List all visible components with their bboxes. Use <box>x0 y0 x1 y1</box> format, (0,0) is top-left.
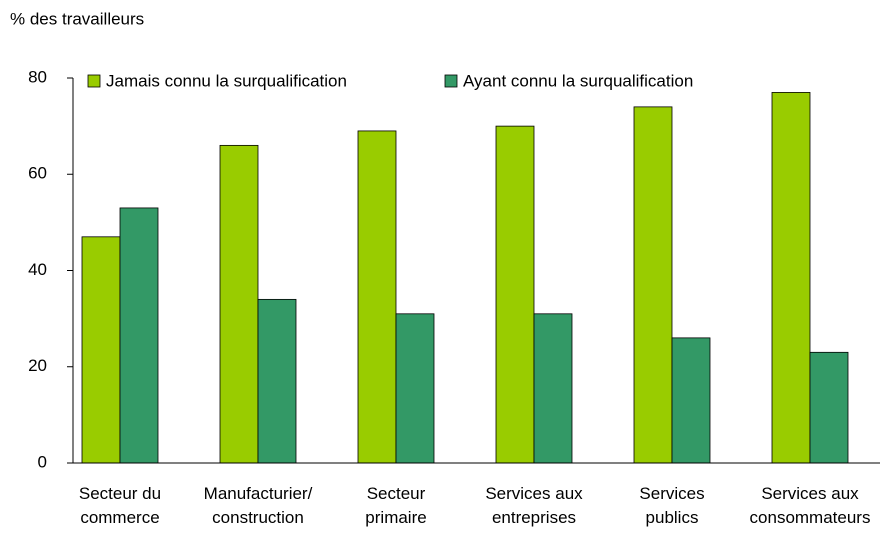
bar <box>219 144 259 464</box>
bar <box>809 351 849 464</box>
bar <box>671 337 711 464</box>
legend-label: Ayant connu la surqualification <box>463 71 693 90</box>
legend-swatch <box>444 74 458 88</box>
bar <box>119 207 159 464</box>
bar <box>633 106 673 464</box>
bar <box>395 313 435 464</box>
y-tick-label: 80 <box>28 67 47 86</box>
bar <box>533 313 573 464</box>
legend-swatch <box>87 74 101 88</box>
y-tick-label: 40 <box>28 260 47 279</box>
x-tick-label: Secteur primaire <box>365 484 427 527</box>
bar <box>495 125 535 464</box>
bar <box>257 298 297 464</box>
y-tick-label: 20 <box>28 356 47 375</box>
x-tick-label: Secteur du commerce <box>78 484 162 527</box>
y-tick-label: 0 <box>38 452 47 471</box>
bar <box>81 236 121 464</box>
bar <box>771 92 811 464</box>
bar <box>357 130 397 464</box>
x-tick-label: Services aux consommateurs <box>749 484 871 527</box>
x-tick-label: Services publics <box>639 484 705 527</box>
x-tick-label: Manufacturier/ construction <box>203 484 313 527</box>
y-tick-label: 60 <box>28 164 47 183</box>
x-tick-label: Services aux entreprises <box>485 484 583 527</box>
legend-label: Jamais connu la surqualification <box>106 71 347 90</box>
y-axis-label: % des travailleurs <box>10 9 144 28</box>
